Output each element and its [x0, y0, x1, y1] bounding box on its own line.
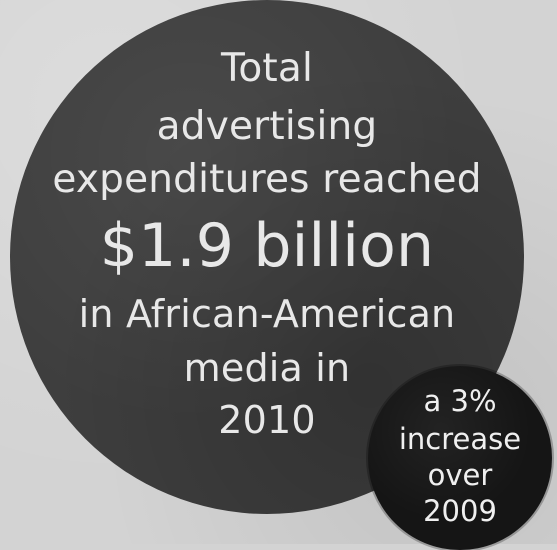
main-line-2: advertising: [156, 104, 378, 149]
main-line-6: media in: [183, 346, 351, 390]
main-line-3: expenditures reached: [52, 157, 482, 202]
callout-line-4: 2009: [423, 494, 497, 528]
main-line-7: 2010: [218, 398, 316, 442]
callout-line-3: over: [427, 458, 493, 492]
callout-circle: [368, 366, 552, 550]
main-highlight-value: $1.9 billion: [99, 211, 435, 281]
main-line-1: Total: [220, 46, 314, 91]
callout-line-1: a 3%: [423, 384, 497, 418]
callout-line-2: increase: [398, 422, 522, 456]
callout-text: a 3% increase over 2009: [368, 366, 552, 550]
main-line-5: in African-American: [78, 292, 456, 336]
